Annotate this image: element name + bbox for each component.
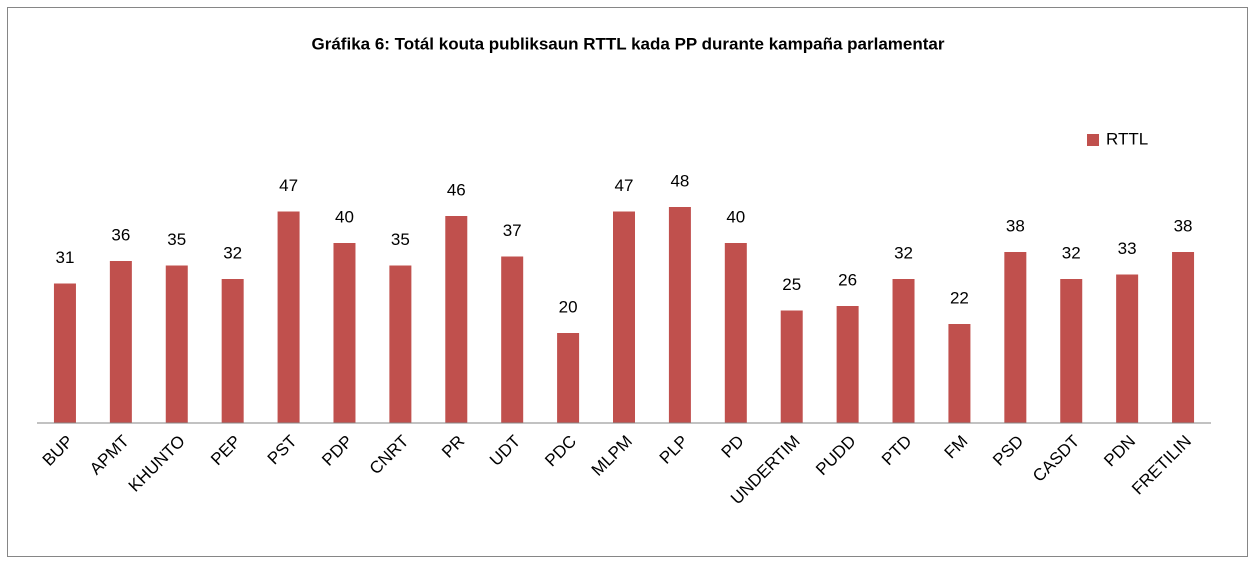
legend-swatch: [1087, 134, 1099, 146]
bar: [557, 333, 580, 423]
bar: [948, 324, 971, 423]
data-label: 32: [1062, 243, 1081, 262]
legend-label: RTTL: [1106, 129, 1148, 148]
chart-title: Gráfika 6: Totál kouta publiksaun RTTL k…: [312, 34, 945, 53]
bar: [109, 261, 132, 423]
data-label: 36: [111, 225, 130, 244]
bar: [277, 211, 300, 423]
data-label: 25: [782, 275, 801, 294]
data-label: 37: [503, 221, 522, 240]
data-label: 33: [1118, 239, 1137, 258]
data-label: 47: [279, 176, 298, 195]
bar: [780, 310, 803, 423]
bar: [53, 283, 76, 423]
data-label: 22: [950, 288, 969, 307]
bar: [892, 279, 915, 423]
bar: [1116, 274, 1139, 423]
bar: [389, 265, 412, 423]
data-label: 26: [838, 270, 857, 289]
data-label: 38: [1174, 216, 1193, 235]
bar: [501, 256, 524, 423]
bar: [333, 243, 356, 423]
data-label: 32: [894, 243, 913, 262]
data-label: 35: [391, 230, 410, 249]
bar: [724, 243, 747, 423]
bar: [165, 265, 188, 423]
data-label: 20: [559, 297, 578, 316]
data-label: 35: [167, 230, 186, 249]
data-label: 47: [615, 176, 634, 195]
bar: [221, 279, 244, 423]
data-label: 48: [670, 171, 689, 190]
bar: [613, 211, 635, 423]
bar: [1172, 252, 1195, 423]
data-label: 32: [223, 243, 242, 262]
data-label: 31: [55, 248, 74, 267]
bar: [836, 306, 859, 423]
bar: [445, 216, 468, 423]
bar: [668, 207, 691, 423]
bar: [1004, 252, 1027, 423]
data-label: 38: [1006, 216, 1025, 235]
data-label: 40: [335, 207, 354, 226]
data-label: 40: [726, 207, 745, 226]
data-label: 46: [447, 180, 466, 199]
bar: [1060, 279, 1083, 423]
